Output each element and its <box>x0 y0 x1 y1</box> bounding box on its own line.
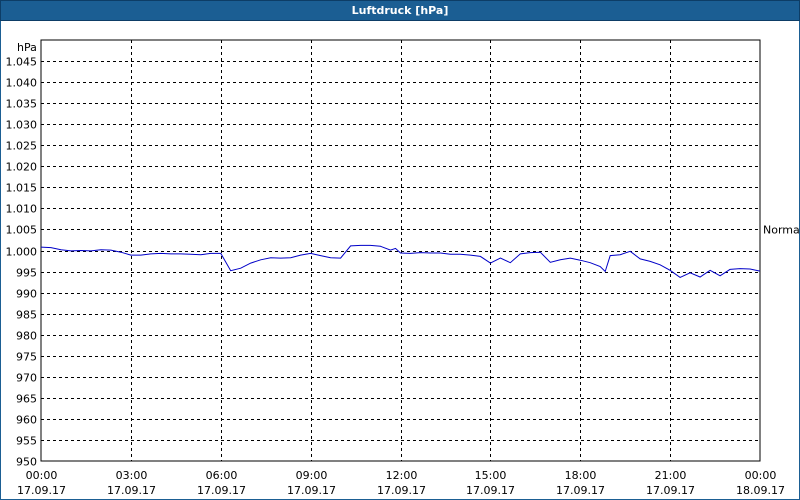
y-tick-label: 1.035 <box>6 98 38 111</box>
x-tick-date: 17.09.17 <box>17 484 66 497</box>
x-tick-time: 15:00 <box>475 469 507 482</box>
x-tick-time: 00:00 <box>26 469 58 482</box>
y-tick-label: 1.010 <box>6 203 38 216</box>
series-layer <box>40 244 761 278</box>
y-tick-label: 990 <box>16 288 37 301</box>
y-tick-label: 995 <box>16 267 37 280</box>
y-tick-label: 1.005 <box>6 224 38 237</box>
plot-area <box>40 39 761 462</box>
y-tick-label: 1.025 <box>6 140 38 153</box>
x-tick-date: 18.09.17 <box>736 484 785 497</box>
x-tick-time: 06:00 <box>206 469 238 482</box>
x-tick-date: 17.09.17 <box>466 484 515 497</box>
y-tick-label: 980 <box>16 330 37 343</box>
y-tick-label: 1.000 <box>6 246 38 259</box>
x-tick-date: 17.09.17 <box>556 484 605 497</box>
y-tick-label: 1.030 <box>6 119 38 132</box>
reference-line-label: Normal <box>763 223 800 236</box>
x-tick-time: 21:00 <box>655 469 687 482</box>
y-tick-label: 1.040 <box>6 77 38 90</box>
x-tick-time: 12:00 <box>386 469 418 482</box>
x-tick-time: 03:00 <box>116 469 148 482</box>
chart-title: Luftdruck [hPa] <box>351 4 449 17</box>
y-tick-label: 955 <box>16 435 37 448</box>
y-tick-label: 950 <box>16 456 37 469</box>
x-tick-date: 17.09.17 <box>107 484 156 497</box>
y-tick-label: 970 <box>16 372 37 385</box>
y-tick-label: 985 <box>16 309 37 322</box>
series-line <box>40 244 761 278</box>
x-tick-date: 17.09.17 <box>197 484 246 497</box>
x-tick-date: 17.09.17 <box>287 484 336 497</box>
y-tick-label: 975 <box>16 351 37 364</box>
chart-title-bar: Luftdruck [hPa] <box>0 0 800 21</box>
y-axis-label: hPa <box>17 41 37 54</box>
y-tick-label: 1.015 <box>6 182 38 195</box>
x-tick-time: 18:00 <box>565 469 597 482</box>
x-tick-time: 00:00 <box>745 469 777 482</box>
y-axis: 1.045 1.040 1.035 1.030 1.025 1.020 1.015 1.010… <box>6 56 38 469</box>
y-tick-label: 960 <box>16 414 37 427</box>
y-tick-label: 1.045 <box>6 56 38 69</box>
x-tick-date: 17.09.17 <box>646 484 695 497</box>
y-tick-label: 965 <box>16 393 37 406</box>
y-tick-label: 1.020 <box>6 161 38 174</box>
x-tick-time: 09:00 <box>296 469 328 482</box>
x-axis: 00:00 17.09.17 03:00 17.09.17 06:00 17.09.17 0… <box>17 469 785 497</box>
x-tick-date: 17.09.17 <box>377 484 426 497</box>
chart-grid <box>40 39 761 462</box>
